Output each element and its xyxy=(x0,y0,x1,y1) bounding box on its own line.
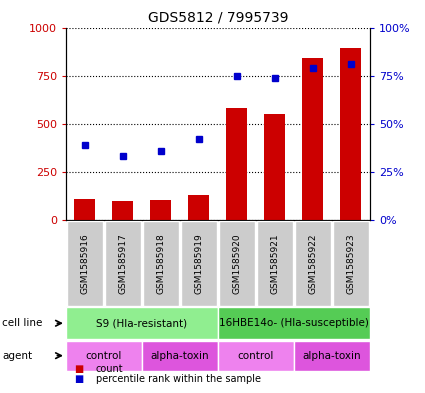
Bar xyxy=(218,341,294,371)
Text: control: control xyxy=(86,351,122,361)
Bar xyxy=(67,221,103,306)
Text: control: control xyxy=(238,351,274,361)
Text: GSM1585922: GSM1585922 xyxy=(308,233,317,294)
Text: percentile rank within the sample: percentile rank within the sample xyxy=(96,374,261,384)
Bar xyxy=(143,221,179,306)
Text: GSM1585917: GSM1585917 xyxy=(118,233,127,294)
Bar xyxy=(150,200,171,220)
Text: agent: agent xyxy=(2,351,32,361)
Bar xyxy=(302,58,323,220)
Text: count: count xyxy=(96,364,123,375)
Text: ■: ■ xyxy=(74,364,84,375)
Bar xyxy=(332,221,369,306)
Text: GSM1585921: GSM1585921 xyxy=(270,233,279,294)
Bar xyxy=(188,195,209,220)
Bar xyxy=(218,221,255,306)
Text: alpha-toxin: alpha-toxin xyxy=(303,351,361,361)
Bar xyxy=(227,108,247,220)
Text: GSM1585920: GSM1585920 xyxy=(232,233,241,294)
Text: GSM1585916: GSM1585916 xyxy=(80,233,89,294)
Bar xyxy=(257,221,293,306)
Text: S9 (Hla-resistant): S9 (Hla-resistant) xyxy=(96,318,187,328)
Bar xyxy=(112,201,133,220)
Text: GSM1585918: GSM1585918 xyxy=(156,233,165,294)
Bar xyxy=(74,199,95,220)
Bar xyxy=(105,221,141,306)
Text: cell line: cell line xyxy=(2,318,42,328)
Text: 16HBE14o- (Hla-susceptible): 16HBE14o- (Hla-susceptible) xyxy=(219,318,369,328)
Bar xyxy=(295,221,331,306)
Bar xyxy=(66,307,218,339)
Text: alpha-toxin: alpha-toxin xyxy=(150,351,209,361)
Text: GSM1585923: GSM1585923 xyxy=(346,233,355,294)
Bar xyxy=(181,221,217,306)
Bar xyxy=(218,307,370,339)
Bar xyxy=(294,341,370,371)
Bar xyxy=(340,48,361,220)
Text: GSM1585919: GSM1585919 xyxy=(194,233,203,294)
Text: ■: ■ xyxy=(74,374,84,384)
Bar xyxy=(66,341,142,371)
Bar xyxy=(264,114,285,220)
Title: GDS5812 / 7995739: GDS5812 / 7995739 xyxy=(147,11,288,25)
Bar xyxy=(142,341,218,371)
